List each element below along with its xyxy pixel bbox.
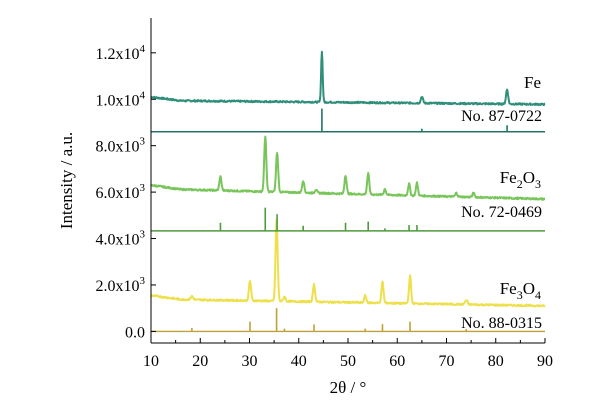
phase-label-0: Fe [524, 73, 541, 92]
x-tick-label: 10 [143, 353, 159, 370]
x-tick-label: 60 [389, 353, 405, 370]
x-tick-label: 30 [242, 353, 258, 370]
y-tick-label: 1.0x104 [96, 89, 146, 109]
series-layer [150, 50, 546, 308]
y-tick-label: 4.0x103 [96, 229, 146, 249]
x-tick-label: 80 [488, 353, 504, 370]
reference-card-label-2: No. 88-0315 [461, 315, 542, 332]
x-tick-label: 20 [192, 353, 208, 370]
y-tick-label: 0.0 [125, 324, 145, 341]
reference-card-label-1: No. 72-0469 [461, 204, 542, 221]
x-tick-label: 90 [537, 353, 553, 370]
phase-label-2: Fe3O4 [500, 279, 541, 302]
x-tick-label: 70 [439, 353, 455, 370]
x-tick-label: 50 [340, 353, 356, 370]
pattern-line-0 [150, 50, 546, 107]
reference-card-label-0: No. 87-0722 [461, 108, 542, 125]
pattern-line-1 [150, 135, 546, 201]
y-axis-title: Intensity / a.u. [57, 132, 76, 229]
y-tick-label: 6.0x103 [96, 182, 146, 202]
axes: 10 20 30 40 50 60 70 80 90 0.0 2.0x103 4.0x103 6.0x1… [96, 18, 553, 370]
labels: Fe No. 87-0722 Fe2O3 No. 72-0469 Fe3O4 No. 88… [461, 73, 542, 332]
x-tick-label: 40 [291, 353, 307, 370]
x-axis-title: 2θ / ° [330, 378, 367, 397]
reference-patterns [151, 108, 545, 333]
phase-label-1: Fe2O3 [500, 168, 541, 191]
y-tick-label: 2.0x103 [96, 275, 146, 295]
y-tick-label: 1.2x104 [96, 43, 146, 63]
y-tick-label: 8.0x103 [96, 136, 146, 156]
pattern-line-2 [150, 218, 546, 308]
